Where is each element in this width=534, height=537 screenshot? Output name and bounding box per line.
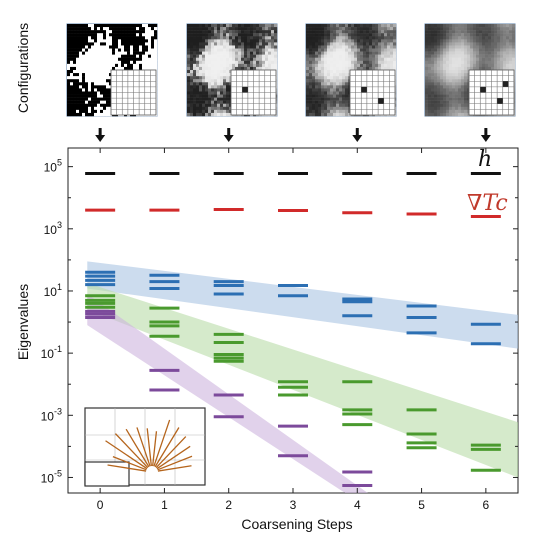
inset-line-10 bbox=[114, 433, 149, 469]
inset-line-6 bbox=[152, 431, 158, 467]
x-tick-label-0: 0 bbox=[97, 498, 104, 512]
step-arrows bbox=[95, 128, 491, 142]
x-axis: 0 1 2 3 4 5 6 bbox=[97, 148, 490, 512]
band-0 bbox=[87, 261, 518, 349]
y-tick-label--1: 10-1 bbox=[41, 344, 62, 361]
band-2 bbox=[87, 293, 368, 493]
y-axis: 105 103 101 10-1 10-3 10-5 bbox=[41, 158, 518, 485]
x-tick-label-5: 5 bbox=[418, 498, 425, 512]
y-axis-label: Eigenvalues bbox=[15, 284, 31, 360]
inset-line-7 bbox=[146, 428, 152, 467]
series-label-gradient-tc: ∇Tc bbox=[467, 191, 508, 216]
y-tick-label-1: 101 bbox=[44, 282, 62, 299]
x-tick-label-1: 1 bbox=[161, 498, 168, 512]
x-tick-label-2: 2 bbox=[225, 498, 232, 512]
arrow-head-4 bbox=[352, 135, 363, 142]
y-tick-label-5: 105 bbox=[44, 158, 62, 175]
inset-line-12 bbox=[112, 456, 147, 471]
y-tick-label--5: 10-5 bbox=[41, 468, 62, 485]
x-axis-label: Coarsening Steps bbox=[241, 516, 352, 532]
confidence-bands bbox=[87, 261, 518, 493]
arrow-head-0 bbox=[95, 135, 106, 142]
band-1 bbox=[87, 283, 518, 478]
thumbnail-2 bbox=[305, 23, 397, 117]
arrow-head-2 bbox=[223, 135, 234, 142]
inset-line-4 bbox=[154, 427, 180, 468]
configurations-label: Configurations bbox=[15, 23, 31, 113]
y-tick-label-3: 103 bbox=[44, 220, 62, 237]
thumbnail-3 bbox=[424, 23, 516, 117]
eigenvalue-markers bbox=[85, 172, 501, 488]
inset-line-2 bbox=[156, 445, 191, 470]
y-tick-label--3: 10-3 bbox=[41, 406, 62, 423]
inset-line-5 bbox=[153, 419, 171, 467]
inset-line-8 bbox=[136, 427, 151, 467]
thumbnail-0 bbox=[66, 23, 158, 117]
thumbnail-1 bbox=[186, 23, 278, 117]
x-tick-label-4: 4 bbox=[354, 498, 361, 512]
inset-lines bbox=[105, 419, 193, 472]
configuration-thumbnails bbox=[66, 23, 516, 117]
x-tick-label-3: 3 bbox=[290, 498, 297, 512]
inset-line-3 bbox=[155, 436, 187, 469]
inset-line-1 bbox=[157, 455, 193, 471]
inset-line-9 bbox=[125, 428, 150, 468]
inset-line-11 bbox=[105, 440, 148, 470]
x-tick-label-6: 6 bbox=[483, 498, 490, 512]
lattice-inset bbox=[84, 407, 206, 487]
arrow-head-6 bbox=[480, 135, 491, 142]
inset-line-13 bbox=[107, 464, 147, 472]
series-label-h: h bbox=[478, 147, 492, 172]
inset-line-0 bbox=[157, 465, 192, 472]
